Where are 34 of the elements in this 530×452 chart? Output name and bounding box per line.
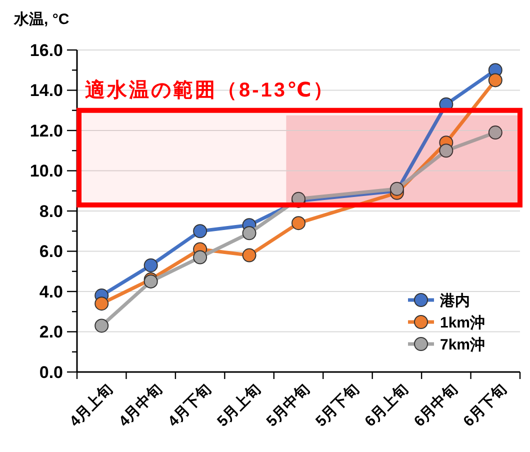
y-tick-label: 12.0	[30, 121, 63, 140]
x-tick-label: 5月下旬	[312, 380, 362, 430]
x-tick-label: 6月中旬	[410, 380, 461, 430]
point	[439, 144, 454, 158]
x-tick-label: 4月上旬	[66, 380, 116, 430]
point	[488, 126, 502, 140]
y-tick-label: 14.0	[30, 81, 63, 100]
y-tick-label: 10.0	[30, 162, 63, 181]
legend-label: 1km沖	[440, 314, 486, 332]
legend-label: 7km沖	[440, 336, 486, 354]
point	[94, 296, 109, 311]
point	[193, 250, 208, 264]
point	[242, 248, 256, 262]
x-tick-label: 6月下旬	[460, 380, 510, 430]
y-axis-title: 水温, °C	[13, 11, 70, 28]
point	[292, 216, 306, 230]
x-tick-label: 5月中旬	[263, 380, 314, 430]
y-tick-label: 0.0	[39, 362, 63, 382]
y-tick-label: 8.0	[39, 202, 63, 221]
point	[242, 226, 256, 240]
x-tick-label: 4月下旬	[164, 380, 215, 430]
y-tick-label: 6.0	[39, 242, 63, 262]
legend-label: 港内	[439, 292, 470, 310]
y-tick-label: 4.0	[39, 282, 63, 302]
point	[193, 224, 208, 238]
y-tick-label: 2.0	[39, 322, 63, 342]
point	[94, 318, 109, 333]
point	[144, 258, 158, 272]
y-tick-label: 16.0	[30, 40, 63, 60]
x-tick-label: 5月上旬	[214, 380, 264, 430]
band-label: 適水温の範囲（8-13℃）	[85, 78, 336, 102]
x-tick-label: 4月中旬	[116, 380, 166, 430]
point	[488, 73, 502, 88]
x-tick-label: 6月上旬	[362, 380, 412, 430]
